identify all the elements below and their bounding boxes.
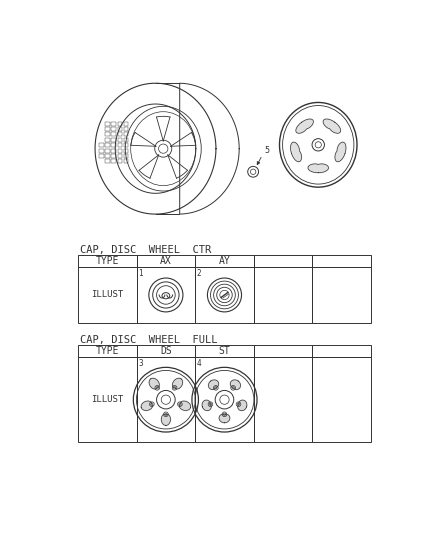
Text: TYPE: TYPE (95, 256, 119, 266)
Text: ST: ST (219, 346, 230, 356)
Bar (111, 154, 116, 158)
Text: CAP, DISC  WHEEL  FULL: CAP, DISC WHEEL FULL (80, 335, 217, 345)
Text: AY: AY (219, 256, 230, 266)
Bar (78, 357, 137, 442)
Bar (117, 154, 122, 158)
Bar (78, 267, 137, 322)
Bar (195, 255, 254, 267)
Bar (117, 138, 122, 142)
Bar (105, 159, 110, 163)
Bar (117, 149, 122, 152)
Bar (137, 267, 195, 322)
Bar (78, 255, 137, 267)
Polygon shape (149, 378, 159, 389)
Polygon shape (238, 400, 247, 410)
Bar (111, 159, 116, 163)
Bar (117, 143, 122, 147)
Bar (105, 138, 110, 142)
Bar (312, 267, 371, 322)
Bar (312, 345, 371, 357)
Bar (312, 357, 371, 442)
Polygon shape (141, 401, 152, 410)
Bar (124, 138, 128, 142)
Text: ILLUST: ILLUST (91, 395, 124, 404)
Bar (117, 122, 122, 126)
Bar (124, 127, 128, 131)
Bar (137, 357, 195, 442)
Polygon shape (230, 380, 240, 390)
Bar (111, 138, 116, 142)
Bar (195, 357, 254, 442)
Text: 3: 3 (138, 359, 143, 368)
Bar (99, 154, 103, 158)
Bar (254, 255, 312, 267)
Bar (124, 149, 128, 152)
Text: 2: 2 (197, 269, 201, 278)
Bar (99, 143, 103, 147)
Bar (99, 149, 103, 152)
Bar (111, 143, 116, 147)
Polygon shape (296, 119, 314, 133)
Bar (111, 127, 116, 131)
Text: 4: 4 (197, 359, 201, 368)
Text: ILLUST: ILLUST (91, 290, 124, 300)
Bar (124, 154, 128, 158)
Bar (117, 133, 122, 136)
Bar (117, 159, 122, 163)
Text: 1: 1 (138, 269, 143, 278)
Bar (111, 133, 116, 136)
Bar (117, 127, 122, 131)
Polygon shape (219, 414, 230, 423)
Bar (105, 143, 110, 147)
Text: DS: DS (160, 346, 172, 356)
Polygon shape (323, 119, 341, 133)
Bar (254, 267, 312, 322)
Bar (78, 345, 137, 357)
Bar (105, 133, 110, 136)
Polygon shape (335, 142, 346, 161)
Polygon shape (161, 414, 170, 425)
Bar (137, 255, 195, 267)
Bar (312, 255, 371, 267)
Bar (195, 345, 254, 357)
Bar (124, 159, 128, 163)
Text: TYPE: TYPE (95, 346, 119, 356)
Bar (111, 149, 116, 152)
Bar (124, 133, 128, 136)
Bar (254, 345, 312, 357)
Bar (105, 149, 110, 152)
Bar (254, 357, 312, 442)
Polygon shape (208, 380, 219, 390)
Bar (105, 154, 110, 158)
Text: AX: AX (160, 256, 172, 266)
Bar (105, 127, 110, 131)
Polygon shape (180, 401, 191, 410)
Text: 5: 5 (264, 146, 269, 155)
Bar (195, 267, 254, 322)
Bar (137, 345, 195, 357)
Polygon shape (202, 400, 211, 410)
Polygon shape (290, 142, 302, 161)
Polygon shape (308, 164, 328, 173)
Bar (105, 122, 110, 126)
Polygon shape (173, 378, 183, 389)
Text: CAP, DISC  WHEEL  CTR: CAP, DISC WHEEL CTR (80, 245, 211, 255)
Bar (111, 122, 116, 126)
Bar (124, 143, 128, 147)
Bar (124, 122, 128, 126)
